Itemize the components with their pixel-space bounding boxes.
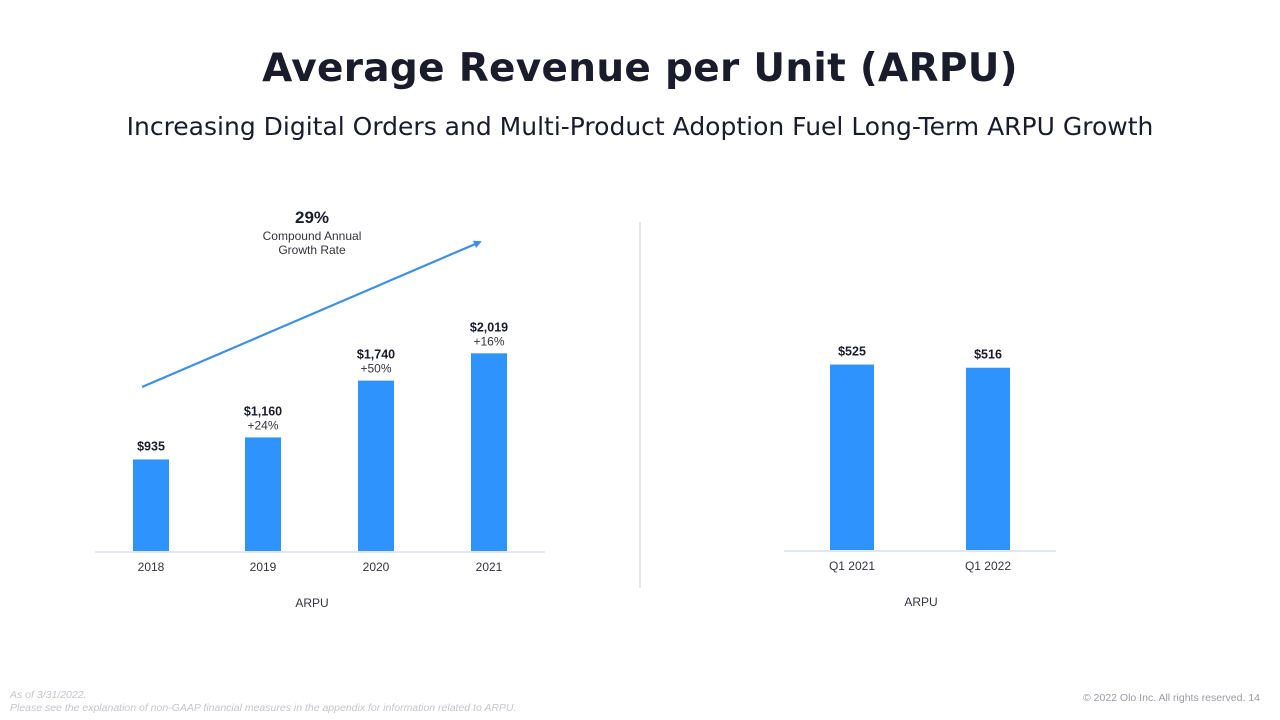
bar-2018	[133, 459, 169, 551]
quarterly-arpu-chart: $525 Q1 2021 $516 Q1 2022 ARPU	[784, 345, 1056, 609]
x-tick-label: 2020	[363, 560, 390, 574]
bar-q1-2021	[830, 364, 874, 550]
cagr-label-line2: Growth Rate	[278, 243, 346, 257]
page-title: Average Revenue per Unit (ARPU)	[262, 46, 1018, 91]
bar-growth-label: +24%	[247, 418, 278, 432]
cagr-arrow	[141, 240, 482, 389]
bar-growth-label: +50%	[360, 362, 391, 376]
bar-value-label: $2,019	[470, 320, 508, 334]
x-axis-title: ARPU	[295, 596, 328, 610]
bar-value-label: $525	[838, 345, 866, 359]
annual-arpu-chart: $935 2018 $1,160+24% 2019 $1,740+50% 2020 $2,0…	[95, 320, 545, 610]
bar-q1-2022	[966, 367, 1010, 550]
footnote: As of 3/31/2022. Please see the explanat…	[10, 689, 516, 715]
bar-value-label: $1,160	[244, 404, 282, 418]
bar-2020	[358, 380, 394, 551]
bar-2021	[471, 353, 507, 551]
cagr-label-line1: Compound Annual	[263, 229, 362, 243]
x-tick-label: 2019	[250, 560, 277, 574]
x-tick-label: 2021	[476, 560, 503, 574]
bar-value-label: $935	[137, 439, 165, 453]
bar-2019	[245, 437, 281, 551]
x-tick-label: 2018	[138, 560, 165, 574]
copyright: © 2022 Olo Inc. All rights reserved. 14	[1083, 692, 1260, 704]
bar-value-label: $1,740	[357, 348, 395, 362]
footnote-explanation: Please see the explanation of non-GAAP f…	[10, 702, 517, 714]
x-axis-title: ARPU	[904, 595, 937, 609]
page-subtitle: Increasing Digital Orders and Multi-Prod…	[126, 112, 1154, 141]
x-tick-label: Q1 2021	[829, 559, 875, 573]
bar-growth-label: +16%	[473, 334, 504, 348]
footnote-date: As of 3/31/2022.	[10, 689, 87, 701]
x-tick-label: Q1 2022	[965, 559, 1011, 573]
bar-value-label: $516	[974, 348, 1002, 362]
cagr-value: 29%	[295, 208, 329, 227]
